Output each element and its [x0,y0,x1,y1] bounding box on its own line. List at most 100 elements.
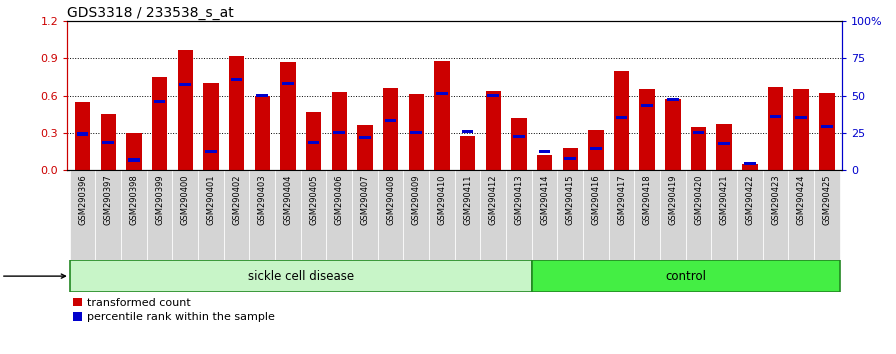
Bar [306,112,322,170]
Text: GSM290419: GSM290419 [668,175,677,225]
Bar [203,83,219,170]
Bar [435,61,450,170]
Bar [154,100,166,103]
Bar [461,130,473,133]
Bar [819,93,834,170]
Bar [506,170,531,260]
Bar [256,94,268,97]
Bar [668,98,678,101]
Bar [231,78,242,81]
Bar [563,148,578,170]
Text: GSM290422: GSM290422 [745,175,754,225]
Text: GSM290420: GSM290420 [694,175,703,225]
Bar [152,77,168,170]
Bar [249,170,275,260]
Bar [614,71,629,170]
Bar [102,141,114,144]
Bar [693,131,704,134]
Bar [172,170,198,260]
Bar [326,170,352,260]
Bar [685,170,711,260]
Bar [564,157,576,160]
Bar [96,170,121,260]
Bar [177,50,193,170]
Bar [429,170,454,260]
Text: GDS3318 / 233538_s_at: GDS3318 / 233538_s_at [67,6,234,20]
Bar [352,170,378,260]
Bar [198,170,224,260]
Bar [616,116,627,119]
Bar [742,164,757,170]
Text: GSM290405: GSM290405 [309,175,318,225]
Bar [590,147,601,150]
Bar [538,150,550,153]
Bar [126,133,142,170]
Text: GSM290406: GSM290406 [335,175,344,225]
Bar [768,87,783,170]
Text: GSM290415: GSM290415 [565,175,574,225]
Text: GSM290416: GSM290416 [591,175,600,225]
Text: GSM290425: GSM290425 [823,175,831,225]
Bar [403,170,429,260]
Bar [717,124,732,170]
Legend: transformed count, percentile rank within the sample: transformed count, percentile rank withi… [73,298,275,322]
Text: GSM290404: GSM290404 [283,175,292,225]
Bar [224,170,249,260]
Bar [77,132,89,136]
Text: GSM290397: GSM290397 [104,175,113,225]
Bar [640,89,655,170]
Text: GSM290423: GSM290423 [771,175,780,225]
Bar [487,94,499,97]
Text: GSM290401: GSM290401 [206,175,215,225]
Bar [280,62,296,170]
Text: GSM290418: GSM290418 [642,175,651,225]
Bar [744,162,755,165]
Bar [513,135,525,138]
Text: GSM290407: GSM290407 [360,175,369,225]
Bar [588,130,604,170]
Bar [70,170,96,260]
Text: GSM290417: GSM290417 [617,175,626,225]
Bar [660,170,685,260]
Bar [642,104,653,107]
Bar [179,83,191,86]
Text: sickle cell disease: sickle cell disease [247,270,354,282]
Text: GSM290402: GSM290402 [232,175,241,225]
Bar [634,170,660,260]
Bar [531,260,840,292]
Bar [531,170,557,260]
Text: GSM290413: GSM290413 [514,175,523,225]
Text: disease state: disease state [0,271,65,281]
Bar [228,56,245,170]
Text: GSM290396: GSM290396 [78,175,87,225]
Bar [205,150,217,153]
Bar [378,170,403,260]
Text: GSM290403: GSM290403 [258,175,267,225]
Bar [454,170,480,260]
Bar [796,116,807,119]
Bar [121,170,147,260]
Bar [384,119,396,122]
Bar [737,170,762,260]
Text: GSM290400: GSM290400 [181,175,190,225]
Bar [537,155,552,170]
Bar [719,142,730,145]
Bar [410,131,422,134]
Bar [147,170,172,260]
Bar [608,170,634,260]
Bar [814,170,840,260]
Bar [665,99,681,170]
Bar [333,131,345,134]
Text: GSM290412: GSM290412 [488,175,497,225]
Bar [480,170,506,260]
Bar [359,136,371,139]
Text: GSM290408: GSM290408 [386,175,395,225]
Bar [762,170,788,260]
Bar [75,102,90,170]
Text: GSM290409: GSM290409 [412,175,421,225]
Bar [788,170,814,260]
Bar [583,170,608,260]
Text: GSM290424: GSM290424 [797,175,806,225]
Text: GSM290414: GSM290414 [540,175,549,225]
Bar [794,89,809,170]
